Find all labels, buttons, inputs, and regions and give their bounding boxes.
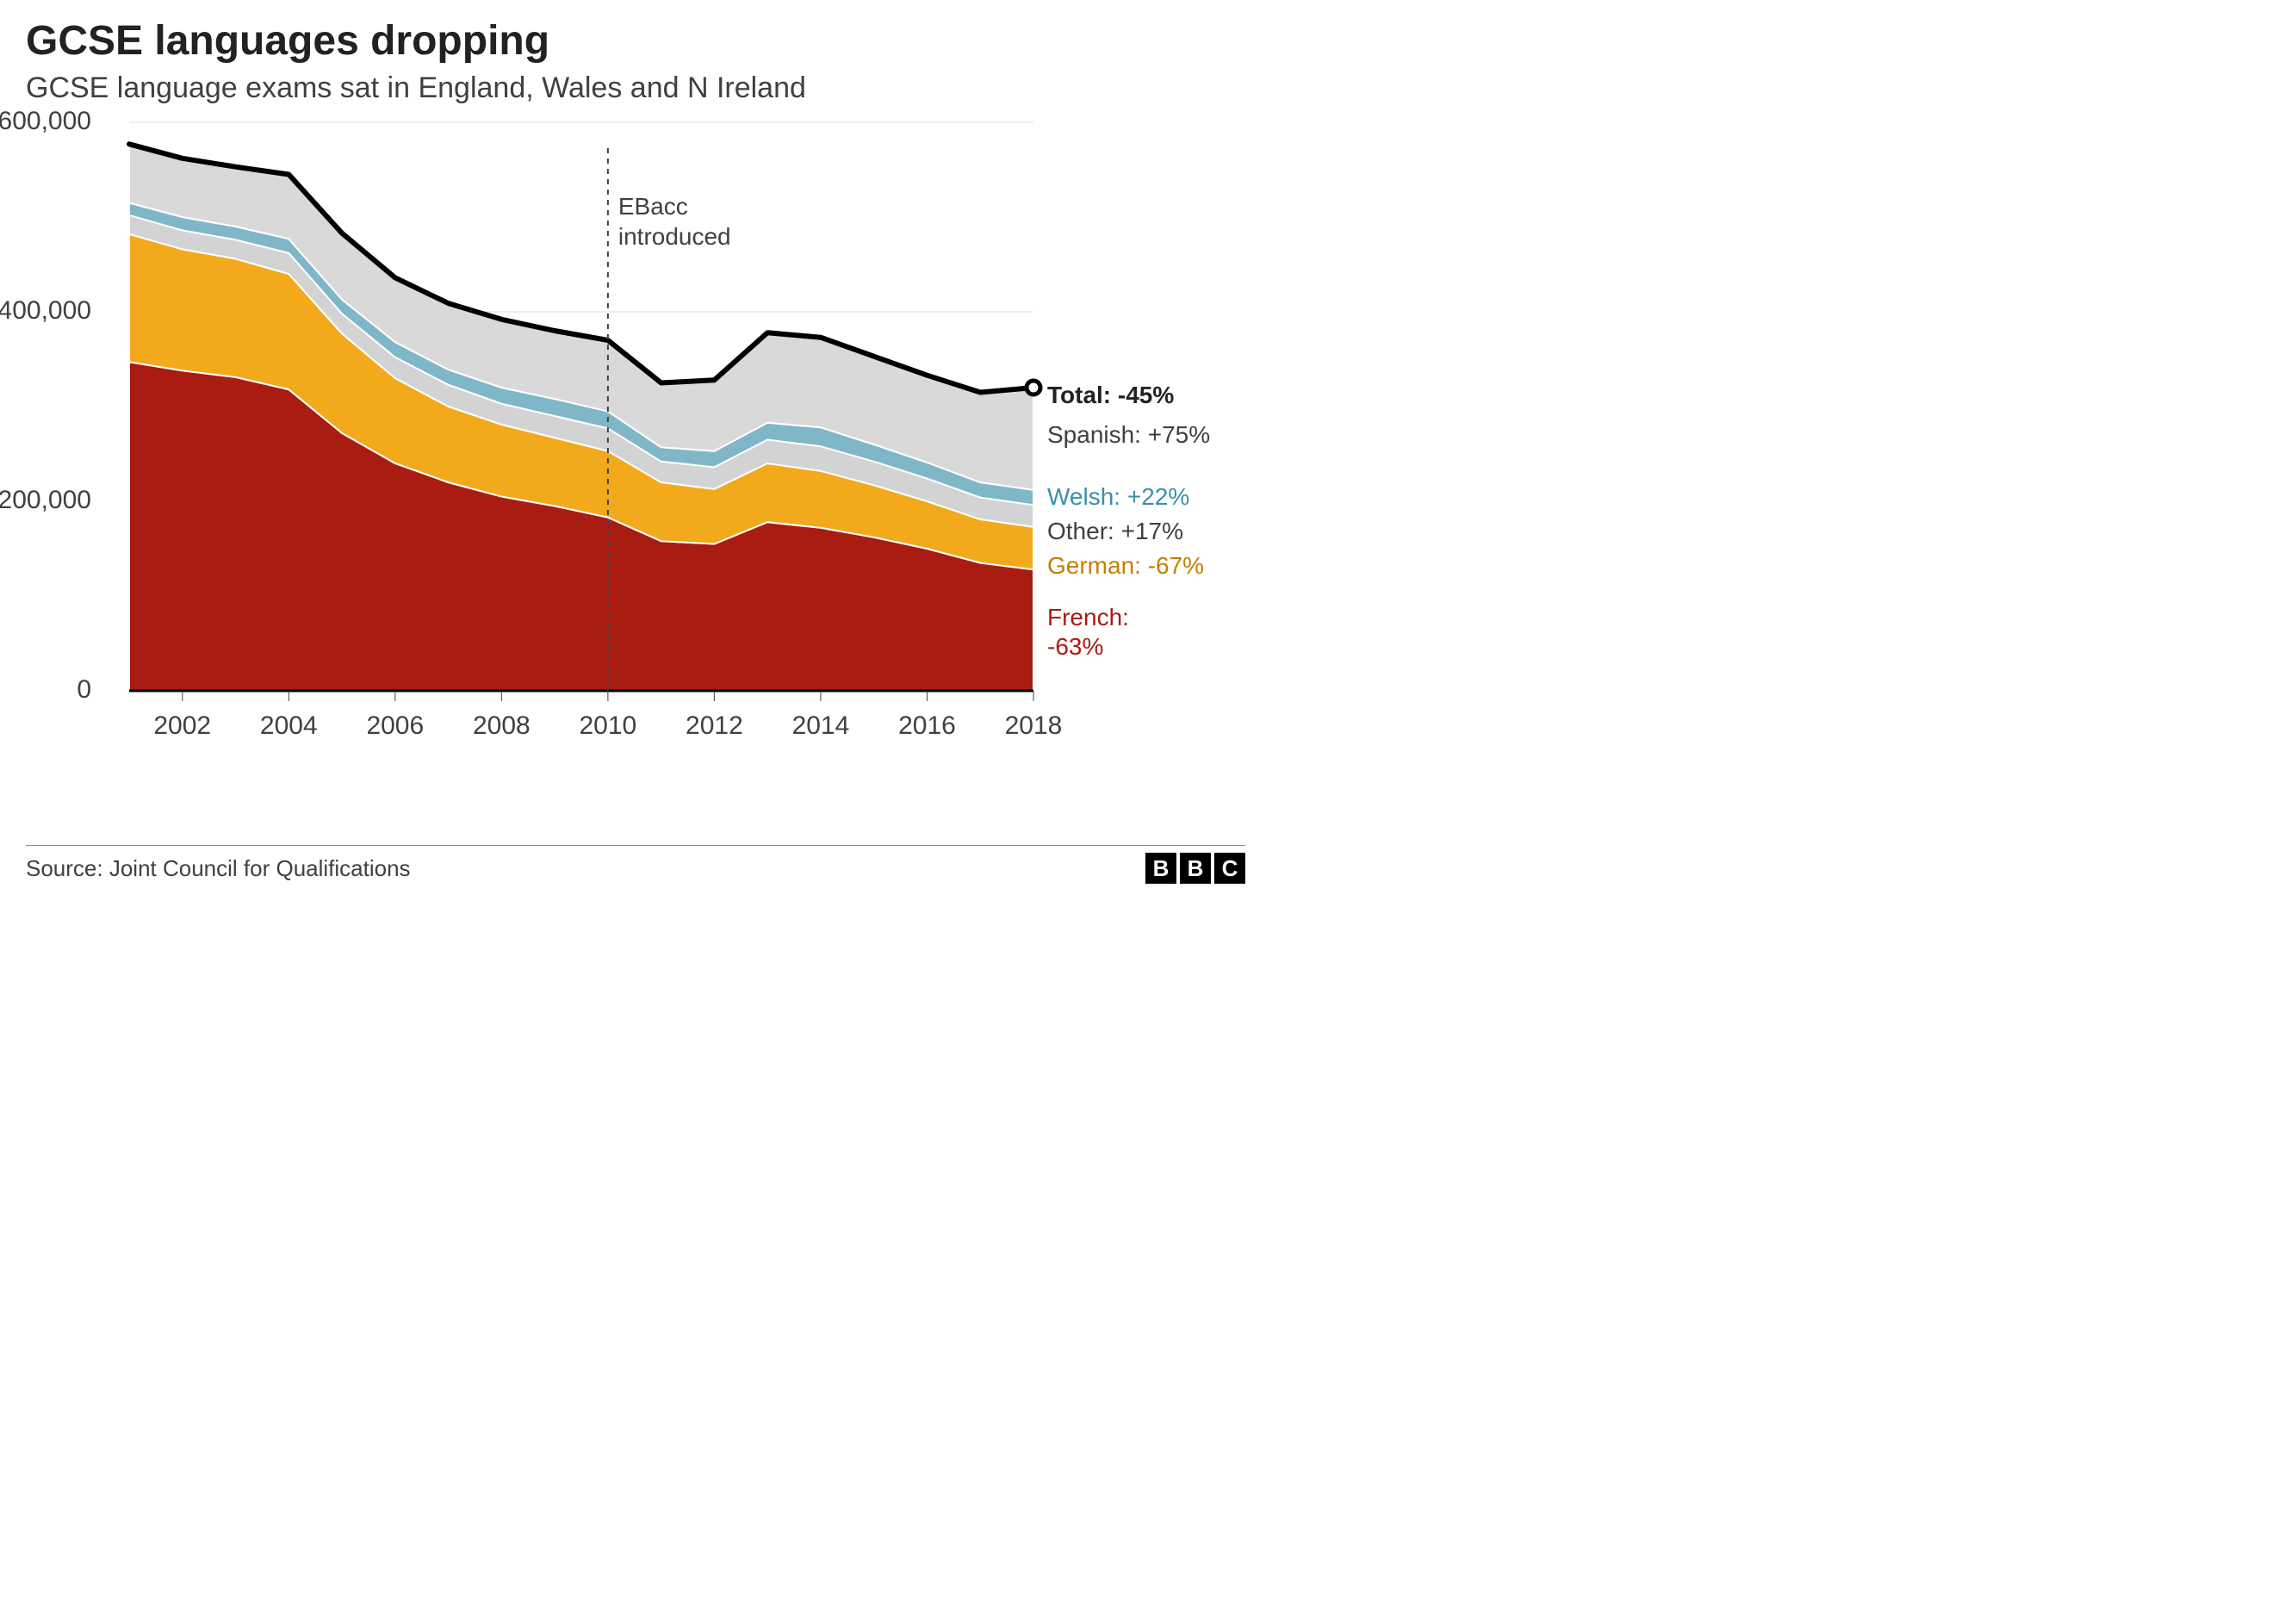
bbc-logo: B B C	[1145, 853, 1245, 884]
x-axis-tick-label: 2010	[574, 711, 642, 741]
chart-subtitle: GCSE language exams sat in England, Wale…	[26, 71, 1245, 105]
bbc-logo-c: C	[1214, 853, 1245, 884]
x-axis-tick-label: 2008	[467, 711, 536, 741]
series-label: Welsh: +22%	[1047, 482, 1189, 512]
x-axis-tick-label: 2018	[999, 711, 1068, 741]
y-axis-tick-label: 600,000	[0, 107, 91, 136]
series-label: German: -67%	[1047, 551, 1204, 581]
chart-title: GCSE languages dropping	[26, 17, 1245, 65]
y-axis-tick-label: 400,000	[0, 296, 91, 326]
series-label: Total: -45%	[1047, 381, 1174, 410]
bbc-logo-b1: B	[1145, 853, 1176, 884]
series-label: French:-63%	[1047, 603, 1129, 661]
bbc-logo-b2: B	[1180, 853, 1211, 884]
x-axis-tick-label: 2016	[892, 711, 961, 741]
x-axis-tick-label: 2002	[148, 711, 217, 741]
chart-footer: Source: Joint Council for Qualifications…	[26, 845, 1245, 884]
x-axis-tick-label: 2012	[679, 711, 748, 741]
chart-container: GCSE languages dropping GCSE language ex…	[0, 0, 1271, 894]
plot-area: 0200,000400,000600,000200220042006200820…	[26, 114, 1245, 786]
series-label: Other: +17%	[1047, 517, 1183, 546]
ebacc-annotation: EBaccintroduced	[618, 191, 731, 252]
series-label: Spanish: +75%	[1047, 420, 1210, 450]
source-text: Source: Joint Council for Qualifications	[26, 855, 411, 882]
x-axis-tick-label: 2014	[786, 711, 855, 741]
y-axis-tick-label: 200,000	[0, 486, 91, 515]
x-axis-tick-label: 2006	[361, 711, 430, 741]
x-axis-tick-label: 2004	[254, 711, 323, 741]
y-axis-tick-label: 0	[0, 675, 91, 705]
